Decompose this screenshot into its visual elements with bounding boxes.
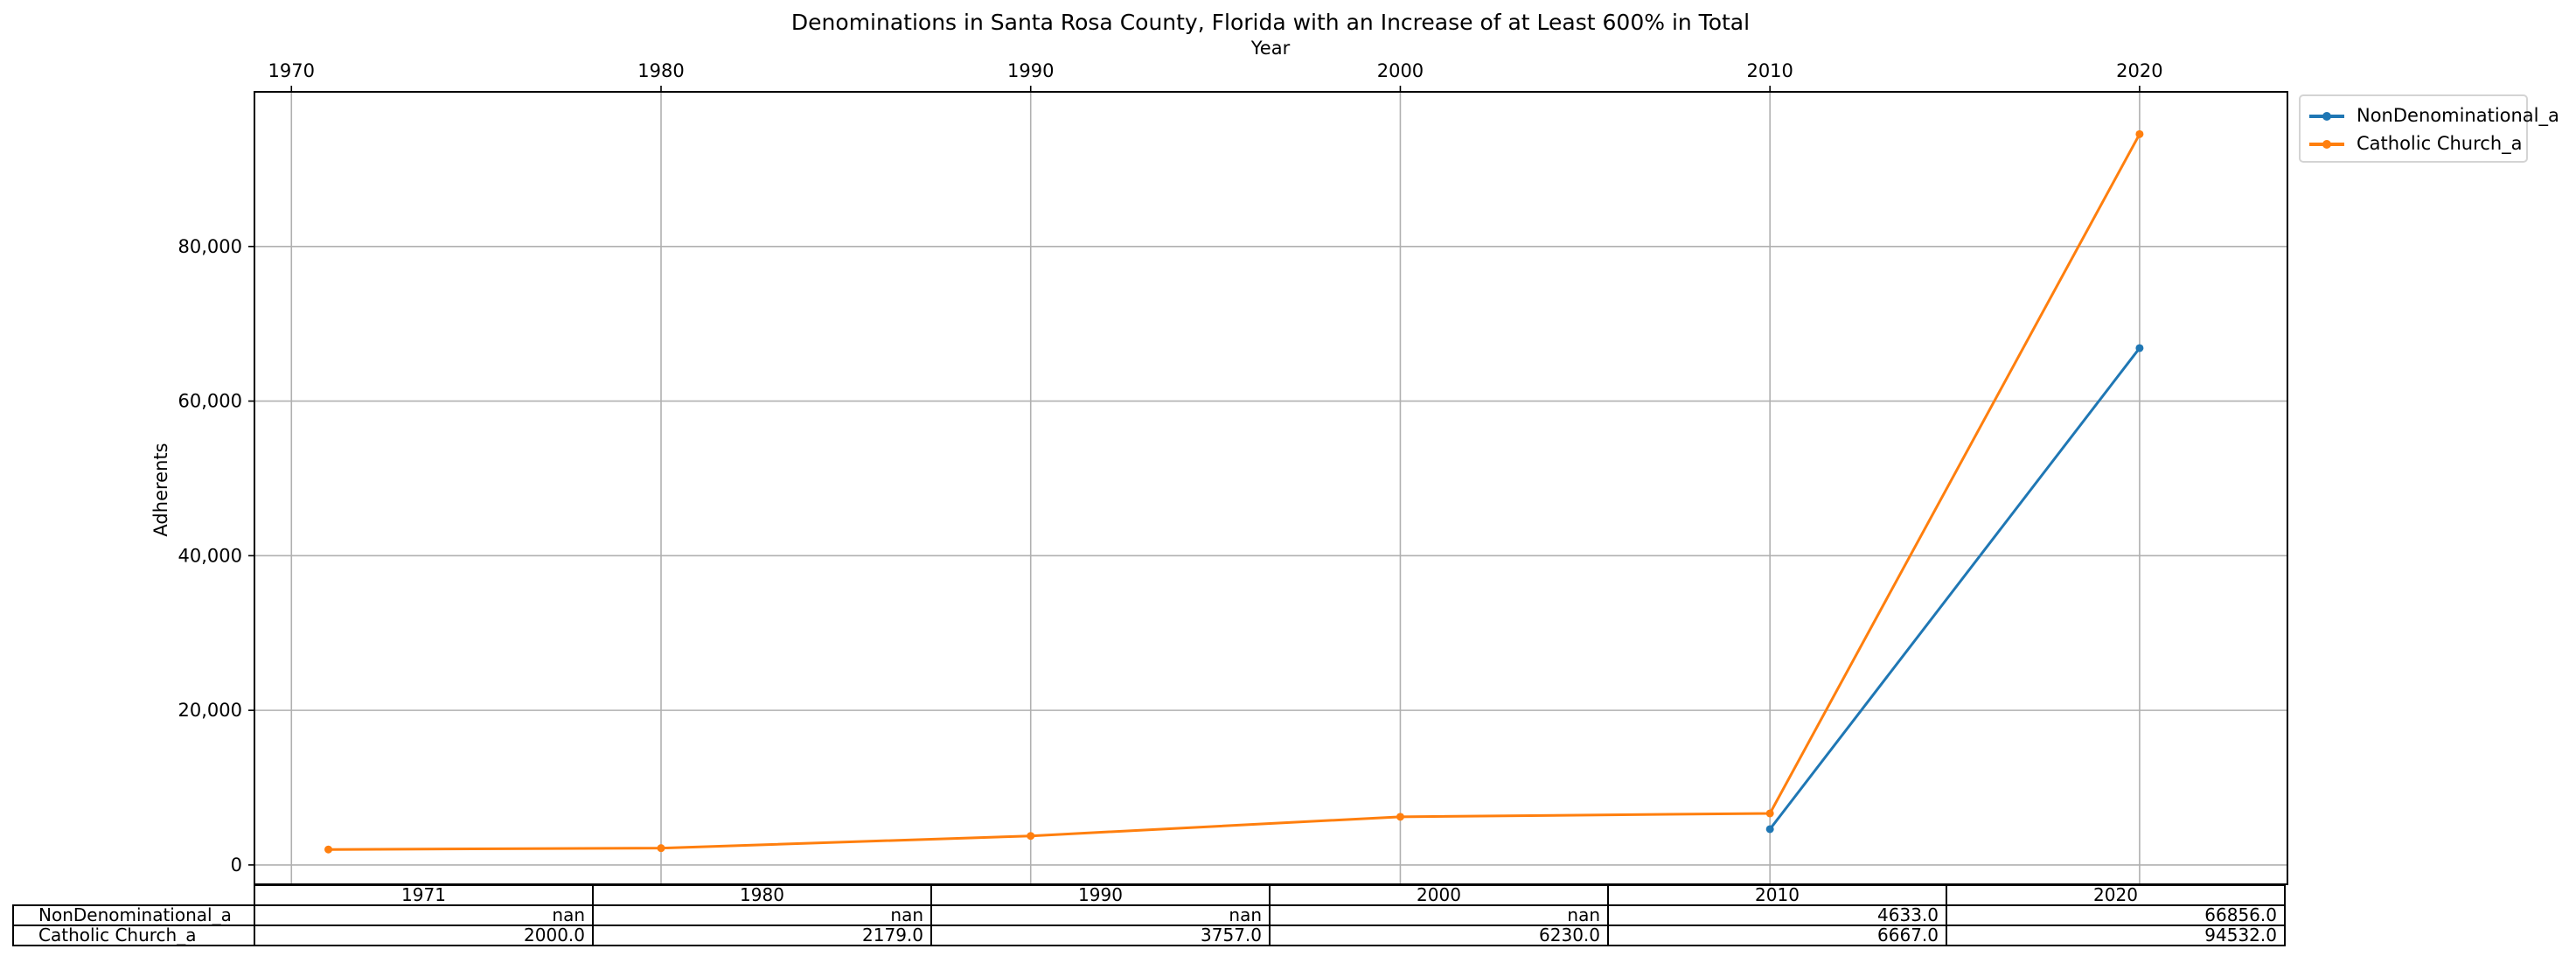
data-point: [1765, 825, 1774, 834]
legend-item-nondenominational: NonDenominational_a: [2301, 103, 2559, 129]
table-cell: 4633.0: [1607, 904, 1947, 926]
data-point: [2135, 129, 2144, 138]
table-column-header: 1980: [592, 884, 932, 906]
y-tick-label: 20,000: [178, 700, 242, 721]
data-point: [2135, 344, 2144, 352]
table-row-header: NonDenominational_a: [12, 904, 255, 926]
table-cell: 66856.0: [1946, 904, 2286, 926]
table-row-header: Catholic Church_a: [12, 925, 255, 946]
table-cell: 6667.0: [1607, 925, 1947, 946]
x-tick-label: 1990: [1007, 60, 1054, 81]
data-point: [324, 845, 333, 854]
legend: NonDenominational_a Catholic Church_a: [2299, 94, 2559, 163]
table-header-row: 1971 1980 1990 2000 2010 2020: [13, 884, 2286, 906]
y-tick-label: 40,000: [178, 545, 242, 566]
table-column-header: 2020: [1946, 884, 2286, 906]
legend-marker-catholic-church: [2322, 140, 2331, 149]
table-column-header: 2000: [1269, 884, 1609, 906]
data-point: [1396, 813, 1404, 821]
plot-series: [324, 129, 2144, 854]
legend-label-catholic-church: Catholic Church_a: [2357, 133, 2523, 154]
table-cell: 6230.0: [1269, 925, 1609, 946]
plot-frame: [254, 91, 2288, 885]
grid-lines: [254, 92, 2287, 884]
table-cell: 94532.0: [1946, 925, 2286, 946]
chart-title: Denominations in Santa Rosa County, Flor…: [791, 10, 1750, 35]
table-corner: [13, 885, 255, 906]
y-axis-label: Adherents: [150, 443, 171, 536]
x-tick-label: 1970: [268, 60, 315, 81]
x-tick-label: 2020: [2116, 60, 2162, 81]
table-cell: 2179.0: [592, 925, 932, 946]
y-tick-label: 60,000: [178, 391, 242, 412]
series-line-0: [1768, 347, 2141, 830]
data-point: [1027, 832, 1035, 841]
data-point: [657, 844, 665, 853]
data-point: [1765, 809, 1774, 818]
table-column-header: 1990: [930, 884, 1271, 906]
x-axis-label: Year: [1250, 38, 1291, 59]
table-cell: nan: [254, 904, 594, 926]
table-column-header: 2010: [1607, 884, 1947, 906]
table-column-header: 1971: [254, 884, 594, 906]
data-table: 1971 1980 1990 2000 2010 2020 NonDenomin…: [12, 884, 2286, 946]
table-row: Catholic Church_a 2000.0 2179.0 3757.0 6…: [12, 925, 2286, 946]
table-row: NonDenominational_a nan nan nan nan 4633…: [12, 904, 2286, 926]
x-tick-label: 2010: [1746, 60, 1793, 81]
x-tick-label: 2000: [1377, 60, 1424, 81]
series-line-1: [328, 133, 2141, 851]
table-cell: nan: [930, 904, 1271, 926]
table-cell: nan: [1269, 904, 1609, 926]
axis-ticks: 1970 1980 1990 2000 2010 2020 0 20,000 40,000 60,…: [178, 60, 2163, 876]
x-tick-label: 1980: [637, 60, 684, 81]
table-cell: nan: [592, 904, 932, 926]
y-tick-label: 80,000: [178, 236, 242, 257]
legend-label-nondenominational: NonDenominational_a: [2357, 105, 2559, 126]
y-tick-label: 0: [231, 855, 242, 876]
table-cell: 2000.0: [254, 925, 594, 946]
legend-item-catholic-church: Catholic Church_a: [2301, 131, 2526, 157]
table-cell: 3757.0: [930, 925, 1271, 946]
legend-marker-nondenominational: [2322, 112, 2331, 121]
